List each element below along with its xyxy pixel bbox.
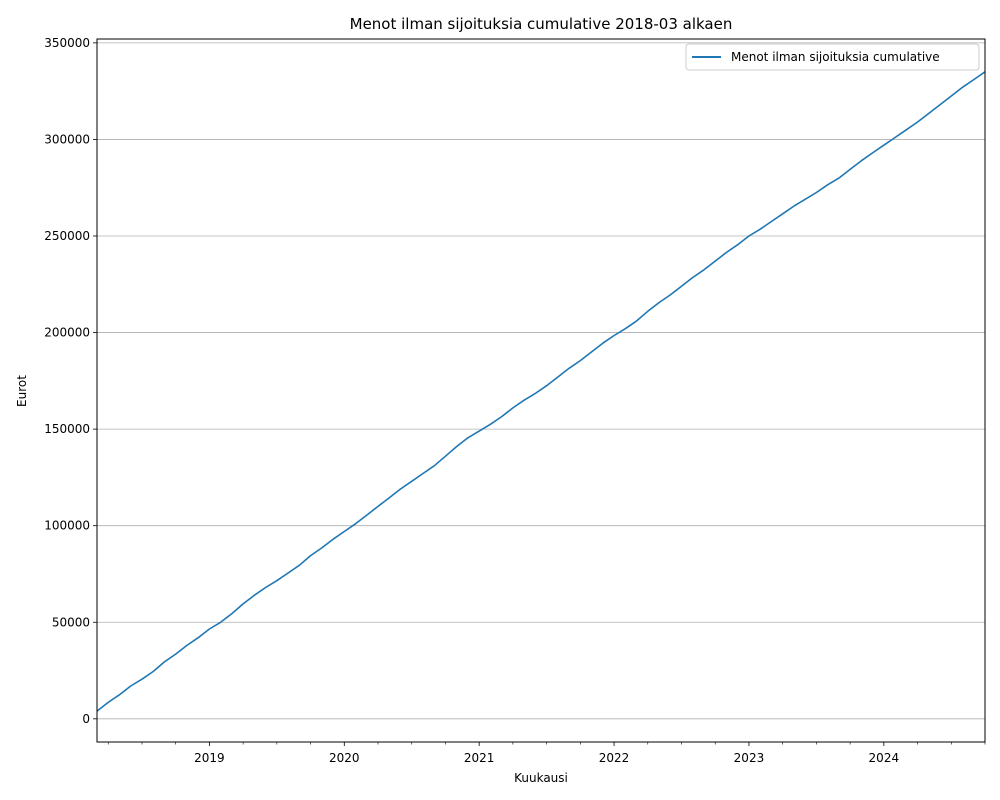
x-tick-label: 2019 [194,751,225,765]
plot-area-frame [96,38,986,743]
y-tick-label: 0 [82,712,90,726]
x-tick-label: 2023 [734,751,765,765]
series-line [96,71,986,712]
series-layer [96,71,986,712]
legend-box [685,43,980,71]
y-tick-label: 300000 [44,132,90,146]
y-tick-label: 100000 [44,519,90,533]
y-tick-label: 50000 [52,615,90,629]
chart-title: Menot ilman sijoituksia cumulative 2018-… [350,15,733,33]
legend: Menot ilman sijoituksia cumulative [685,43,980,71]
y-tick-label: 350000 [44,36,90,50]
x-tick-label: 2020 [329,751,360,765]
gridlines [97,42,985,720]
x-axis-title: Kuukausi [514,771,568,785]
x-axis: 2019 2020 2021 2022 2023 2024 [107,742,986,765]
y-axis: 0 50000 100000 150000 200000 250000 300000 3500… [44,36,97,726]
y-axis-title: Eurot [15,375,29,407]
y-tick-label: 150000 [44,422,90,436]
y-tick-label: 200000 [44,326,90,340]
x-tick-label: 2021 [464,751,495,765]
y-tick-label: 250000 [44,229,90,243]
legend-label: Menot ilman sijoituksia cumulative [731,50,940,64]
x-tick-label: 2024 [869,751,900,765]
x-tick-label: 2022 [599,751,630,765]
